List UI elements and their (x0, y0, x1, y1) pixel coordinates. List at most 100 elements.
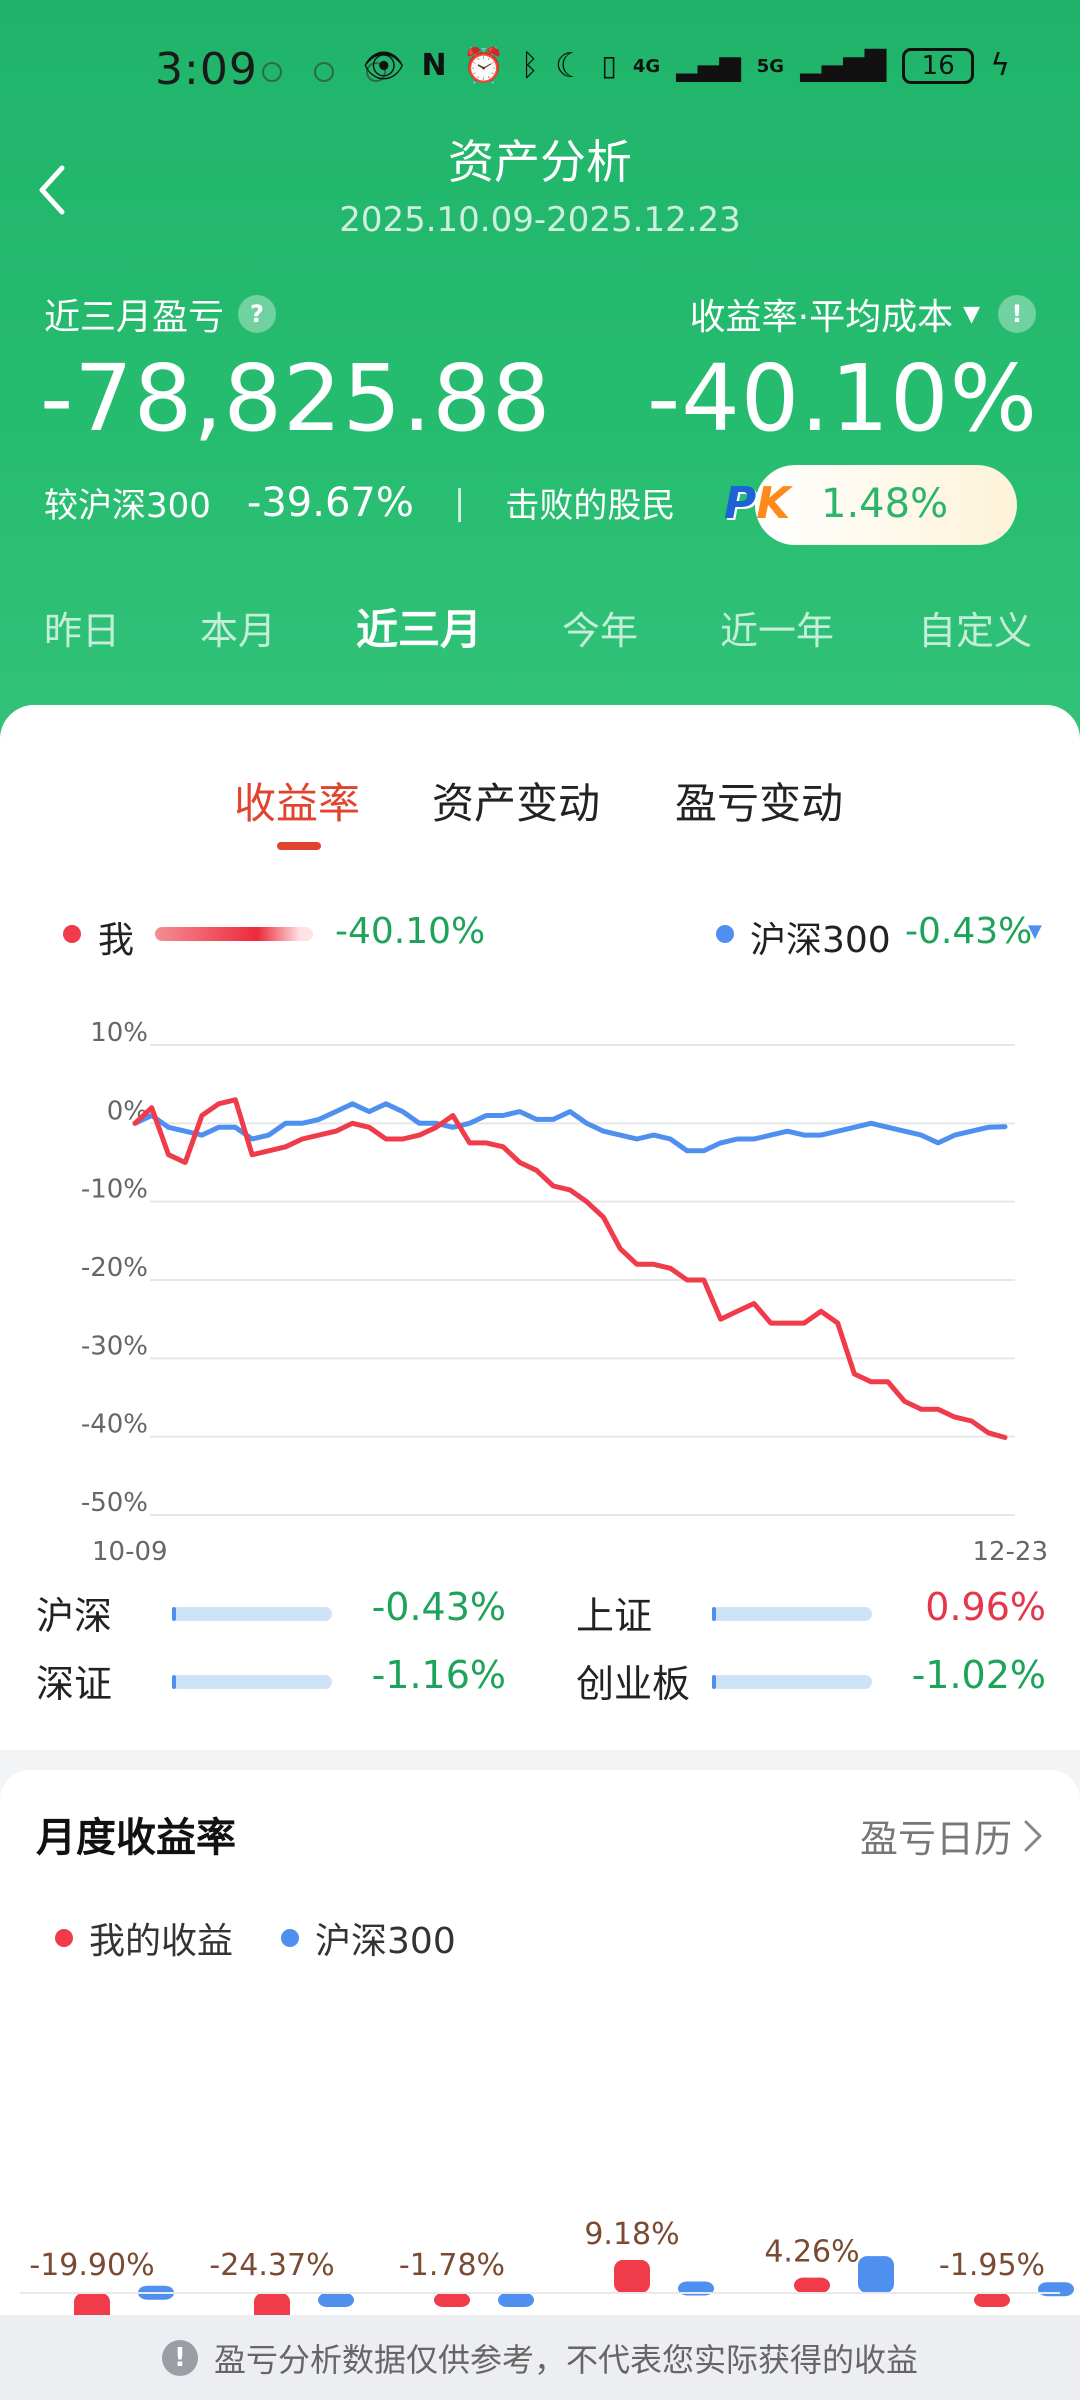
period-tabs: 昨日 本月 近三月 今年 近一年 自定义 (0, 600, 1080, 670)
tab-custom[interactable]: 自定义 (918, 609, 1033, 653)
chart-subtabs: 收益率 资产变动 盈亏变动 (0, 770, 1080, 860)
chevron-right-icon (1024, 1820, 1042, 1851)
subtab-asset-change[interactable]: 资产变动 (432, 779, 601, 828)
series-line-index (132, 1101, 1008, 1154)
index-value: -1.02% (911, 1653, 1046, 1697)
index-name: 沪深 (36, 1594, 113, 1638)
active-subtab-indicator (277, 842, 321, 850)
legend-index-label: 沪深300 (750, 920, 891, 961)
tab-three-months[interactable]: 近三月 (356, 605, 483, 654)
pk-pill[interactable]: 1.48% (755, 465, 1017, 545)
legend-me-dot (55, 1929, 73, 1947)
bar-label-me: -24.37% (209, 2248, 334, 2283)
nfc-icon: N (421, 48, 447, 83)
x-tick-label: 10-09 (92, 1537, 168, 1567)
battery-icon: 16 (902, 48, 975, 84)
return-mode-selector[interactable]: 收益率·平均成本 ▼ ! (690, 288, 1036, 340)
legend-me-label: 我 (98, 920, 135, 961)
bar-label-me: 9.18% (584, 2217, 679, 2252)
info-icon[interactable]: ! (998, 295, 1036, 333)
index-comparison: 沪深 -0.43% 上证 0.96% 深证 -1.16% 创业板 -1.02% (0, 1585, 1080, 1735)
notification-icon (314, 62, 334, 82)
chart-card (0, 705, 1080, 1750)
bar-me (794, 2277, 830, 2293)
subtab-return-rate[interactable]: 收益率 (234, 779, 361, 828)
bar-me (254, 2293, 290, 2320)
summary-header: 3:09 👁 N ⏰ ᛒ ☾ ▯ 4G ▂▄▆ 5G ▂▄▆█ 16 ϟ 资产分… (0, 0, 1080, 760)
help-icon[interactable]: ? (238, 295, 277, 333)
pl-calendar-link[interactable]: 盈亏日历 (860, 1808, 1044, 1863)
series-line-me (132, 1097, 1008, 1440)
bar-index (318, 2293, 354, 2307)
index-value: -1.16% (371, 1653, 506, 1697)
index-bar (712, 1675, 872, 1689)
legend-me-dot (63, 925, 81, 943)
date-range: 2025.10.09-2025.12.23 (339, 200, 741, 240)
legend-index-dot (281, 1929, 300, 1947)
notification-icon (366, 62, 386, 82)
pl-label-row: 近三月盈亏 ? (44, 288, 277, 340)
pl-value: -78,825.88 (40, 345, 552, 452)
legend-index-dot (716, 925, 734, 943)
legend-me-label: 我的收益 (89, 1921, 234, 1962)
alarm-icon: ⏰ (462, 46, 505, 86)
index-value: 0.96% (925, 1585, 1046, 1629)
chevron-left-icon (39, 165, 65, 215)
monthly-card (0, 1770, 1080, 2400)
tab-one-year[interactable]: 近一年 (720, 609, 835, 653)
tab-yesterday[interactable]: 昨日 (44, 609, 121, 653)
tab-this-year[interactable]: 今年 (562, 609, 639, 653)
index-row-hs: 沪深 -0.43% (36, 1585, 506, 1638)
bar-index (678, 2281, 714, 2296)
subtab-pl-change[interactable]: 盈亏变动 (675, 779, 844, 828)
pl-calendar-label: 盈亏日历 (859, 1817, 1012, 1861)
disclaimer-bar: ! 盈亏分析数据仅供参考，不代表您实际获得的收益 (0, 2315, 1080, 2400)
compare-value: -39.67% (246, 479, 414, 526)
status-bar: 3:09 👁 N ⏰ ᛒ ☾ ▯ 4G ▂▄▆ 5G ▂▄▆█ 16 ϟ (0, 0, 1080, 140)
bar-label-me: 4.26% (764, 2235, 859, 2270)
index-row-sz: 深证 -1.16% (36, 1653, 506, 1706)
monthly-title: 月度收益率 (36, 1815, 236, 1861)
bar-index (858, 2256, 894, 2293)
index-bar (172, 1607, 332, 1621)
y-tick-label: -50% (81, 1488, 148, 1518)
index-bar (712, 1607, 872, 1621)
caret-down-icon[interactable]: ▼ (1028, 921, 1042, 942)
compare-row: 较沪深300 -39.67% | 击败的股民 (44, 478, 675, 527)
index-name: 深证 (36, 1662, 113, 1706)
return-value: -40.10% (647, 345, 1038, 452)
compare-label: 较沪深300 (44, 486, 211, 526)
index-row-sh: 上证 0.96% (576, 1585, 1046, 1638)
status-time: 3:09 (155, 44, 258, 95)
monthly-bar-chart: -19.90% -24.37% -1.78% 9.18% 4.26% -1.95% (20, 2217, 1074, 2320)
signal-icon: ▂▄▆ (676, 49, 741, 82)
y-tick-label: -20% (81, 1253, 148, 1283)
y-tick-label: -40% (81, 1410, 148, 1440)
pk-badge-icon: PK (724, 478, 791, 529)
info-icon: ! (161, 2339, 198, 2376)
eye-icon: 👁 (362, 46, 406, 86)
signal-5g: 5G (756, 55, 785, 77)
bar-me (974, 2293, 1010, 2307)
charging-icon: ϟ (990, 48, 1010, 83)
bar-label-me: -1.78% (399, 2248, 505, 2283)
bar-index (1038, 2282, 1074, 2297)
tab-this-month[interactable]: 本月 (200, 609, 277, 653)
legend-index-label: 沪深300 (315, 1921, 456, 1962)
disclaimer-text: 盈亏分析数据仅供参考，不代表您实际获得的收益 (213, 2340, 918, 2379)
bar-index (498, 2293, 534, 2307)
index-name: 创业板 (576, 1662, 691, 1706)
index-row-cyb: 创业板 -1.02% (576, 1653, 1046, 1706)
index-bar (172, 1675, 332, 1689)
caret-down-icon: ▼ (963, 301, 980, 327)
y-tick-label: 10% (90, 1018, 148, 1048)
vibrate-icon: ▯ (601, 49, 617, 82)
y-tick-label: -30% (81, 1331, 148, 1361)
bar-me (74, 2293, 110, 2320)
signal-4g: 4G (632, 55, 661, 77)
page-title: 资产分析 (448, 135, 632, 189)
legend-index-value: -0.43% (905, 911, 1033, 952)
back-button[interactable] (32, 160, 76, 220)
separator: | (453, 482, 466, 523)
index-name: 上证 (576, 1594, 653, 1638)
